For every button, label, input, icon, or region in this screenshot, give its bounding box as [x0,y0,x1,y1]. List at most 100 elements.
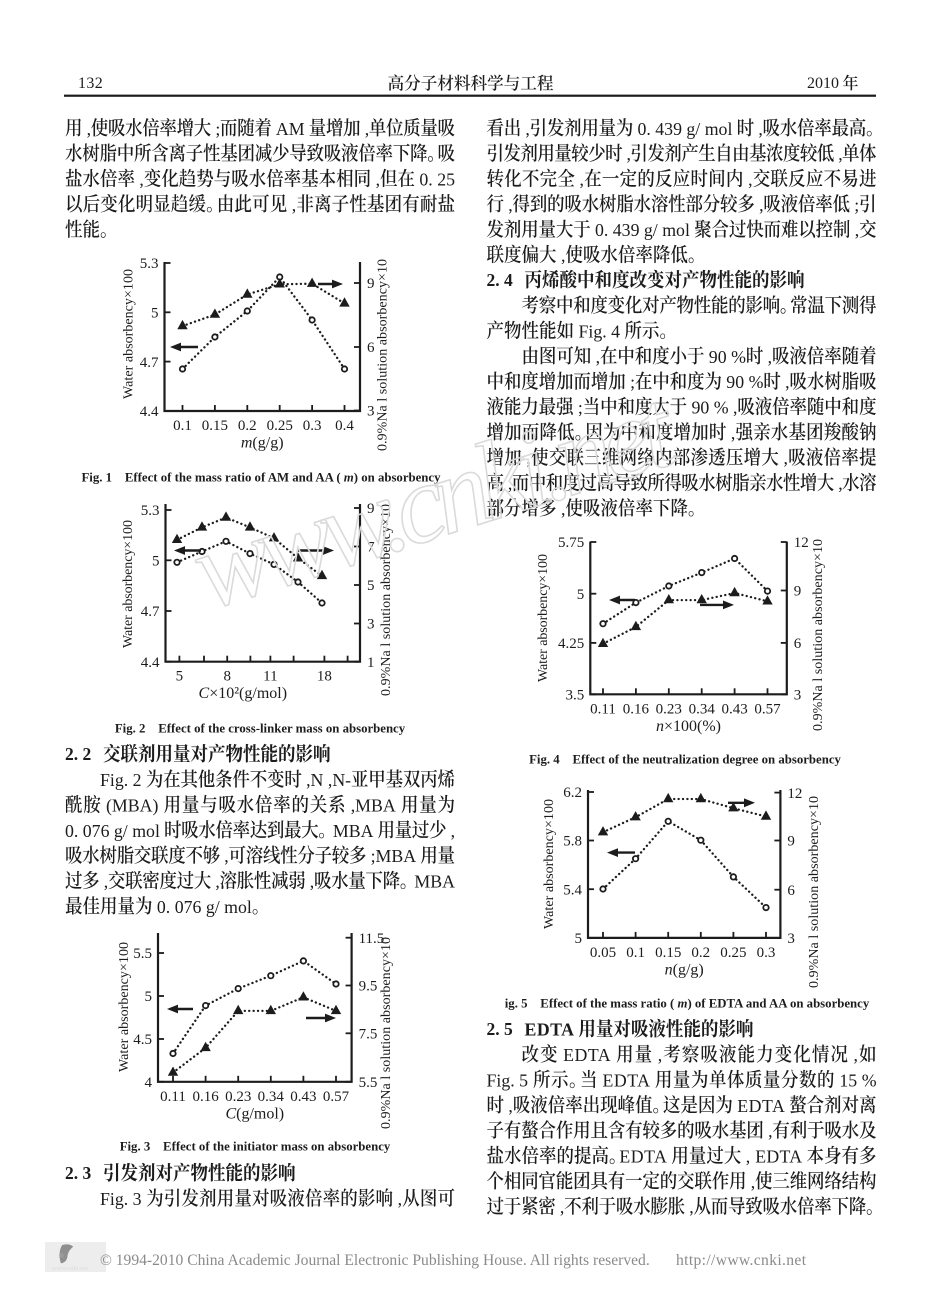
svg-text:5.4: 5.4 [563,882,582,898]
svg-text:;: ; [578,398,583,418]
svg-text:2. 5: 2. 5 [487,1019,514,1039]
svg-text:8: 8 [223,669,231,685]
svg-text:1: 1 [367,655,375,671]
svg-text:2. 4: 2. 4 [487,270,514,290]
svg-text:9: 9 [367,501,375,517]
svg-text:, EDTA: , EDTA [746,1147,803,1167]
svg-text:0.23: 0.23 [225,1089,251,1105]
svg-text:,: , [768,347,772,367]
svg-text:0. 076 g/ mol: 0. 076 g/ mol [65,821,160,841]
svg-text:9: 9 [367,276,375,292]
svg-text:,: , [838,144,842,164]
svg-text:0.9%Na l solution absorbency×1: 0.9%Na l solution absorbency×10 [379,937,394,1129]
svg-text:5: 5 [176,669,184,685]
svg-text:www.cnki.net: www.cnki.net [52,1265,88,1272]
svg-text:,: , [561,499,565,519]
svg-text:9: 9 [787,834,795,850]
svg-text:,: , [139,170,143,190]
svg-text:90 % ,: 90 % , [692,398,738,418]
svg-text:3: 3 [367,404,375,420]
svg-text:4.7: 4.7 [140,355,159,371]
svg-text:n×100(%): n×100(%) [656,718,721,735]
svg-text:6: 6 [367,340,375,356]
svg-text:5: 5 [145,989,153,1005]
svg-text:0.15: 0.15 [202,418,228,434]
svg-text:,: , [854,1045,858,1065]
svg-text:9.5: 9.5 [359,979,378,995]
svg-text:0.4: 0.4 [335,418,354,434]
svg-text:12: 12 [787,786,802,802]
svg-text:;: ; [630,372,635,392]
svg-text:2. 2: 2. 2 [65,744,91,764]
svg-text:AM: AM [276,119,305,139]
svg-text:MBA: MBA [333,821,374,841]
svg-text:4: 4 [145,1075,153,1091]
svg-text:5.5: 5.5 [133,946,152,962]
svg-text:3: 3 [794,688,802,704]
svg-text:3: 3 [367,617,375,633]
svg-text:2. 3: 2. 3 [65,1163,92,1183]
svg-text:0.43: 0.43 [290,1089,316,1105]
svg-text:,: , [292,195,296,215]
svg-text:4.5: 4.5 [133,1032,152,1048]
svg-text:EDTA: EDTA [563,1045,611,1065]
svg-text:Fig. 5: Fig. 5 [487,1071,529,1091]
svg-text:,: , [855,220,859,240]
svg-text:0.2: 0.2 [238,418,257,434]
svg-text:,: , [451,821,455,841]
svg-text:7.5: 7.5 [359,1027,378,1043]
svg-text:90 %: 90 % [709,347,746,367]
svg-text:,: , [224,846,228,866]
svg-text:,: , [508,474,512,494]
svg-text:,: , [758,119,762,139]
svg-text:EDTA: EDTA [737,1096,785,1116]
svg-text:0.25: 0.25 [720,945,746,961]
svg-text:0.1: 0.1 [173,418,192,434]
svg-text:m(g/g): m(g/g) [241,435,284,452]
svg-text:0.34: 0.34 [689,701,716,717]
svg-text:0.16: 0.16 [192,1089,219,1105]
svg-text:,: , [365,119,369,139]
svg-text:4.7: 4.7 [141,604,160,620]
svg-text:,: , [310,872,314,892]
svg-text:12: 12 [794,535,809,551]
svg-text:C(g/mol): C(g/mol) [225,1105,284,1122]
svg-text:,: , [398,1189,402,1209]
svg-text:0.34: 0.34 [258,1089,285,1105]
svg-text:0.2: 0.2 [691,945,710,961]
svg-text:,: , [508,1096,512,1116]
svg-text:Fig. 3 Effect of the initiato: Fig. 3 Effect of the initiator mass on a… [120,1140,391,1154]
svg-text:,: , [560,1197,564,1217]
svg-text:,: , [689,1197,693,1217]
svg-text:Fig. 4: Fig. 4 [579,321,621,341]
svg-text:,: , [838,474,842,494]
svg-text:0.43: 0.43 [721,701,747,717]
svg-text:Fig. 2: Fig. 2 [100,770,142,790]
svg-text:0. 439 g/ mol: 0. 439 g/ mol [638,119,733,139]
svg-text:0.57: 0.57 [754,701,781,717]
svg-text:,: , [731,423,735,443]
svg-text:0.9%Na l solution absorbency×1: 0.9%Na l solution absorbency×10 [379,504,394,696]
svg-text:0.05: 0.05 [590,945,616,961]
svg-text:0. 076 g/ mol: 0. 076 g/ mol [157,897,252,917]
svg-text:(MBA): (MBA) [106,796,158,817]
svg-text:0.9%Na l solution absorbency×1: 0.9%Na l solution absorbency×10 [807,796,822,988]
svg-text:0.9%Na l solution absorbency×1: 0.9%Na l solution absorbency×10 [811,539,826,731]
svg-text:0. 439 g/ mol: 0. 439 g/ mol [595,220,690,240]
svg-text:Fig. 3: Fig. 3 [100,1189,142,1209]
svg-text:,MBA: ,MBA [351,796,396,816]
svg-text:5: 5 [152,554,160,570]
svg-text:0.23: 0.23 [656,701,682,717]
svg-text:Water absorbency×100: Water absorbency×100 [542,799,557,929]
svg-text:,: , [87,119,91,139]
svg-text:EDTA: EDTA [603,1071,651,1091]
svg-text:3.5: 3.5 [566,688,585,704]
svg-text:,: , [784,448,788,468]
svg-text:6.2: 6.2 [563,785,582,801]
svg-text:Fig. 1 Effect of the mass rat: Fig. 1 Effect of the mass ratio of AM an… [81,471,441,485]
svg-text:0.16: 0.16 [623,701,650,717]
svg-text:,: , [768,1121,772,1141]
svg-text:4.4: 4.4 [140,404,159,420]
svg-text:9: 9 [794,584,802,600]
svg-text:0.57: 0.57 [323,1089,350,1105]
